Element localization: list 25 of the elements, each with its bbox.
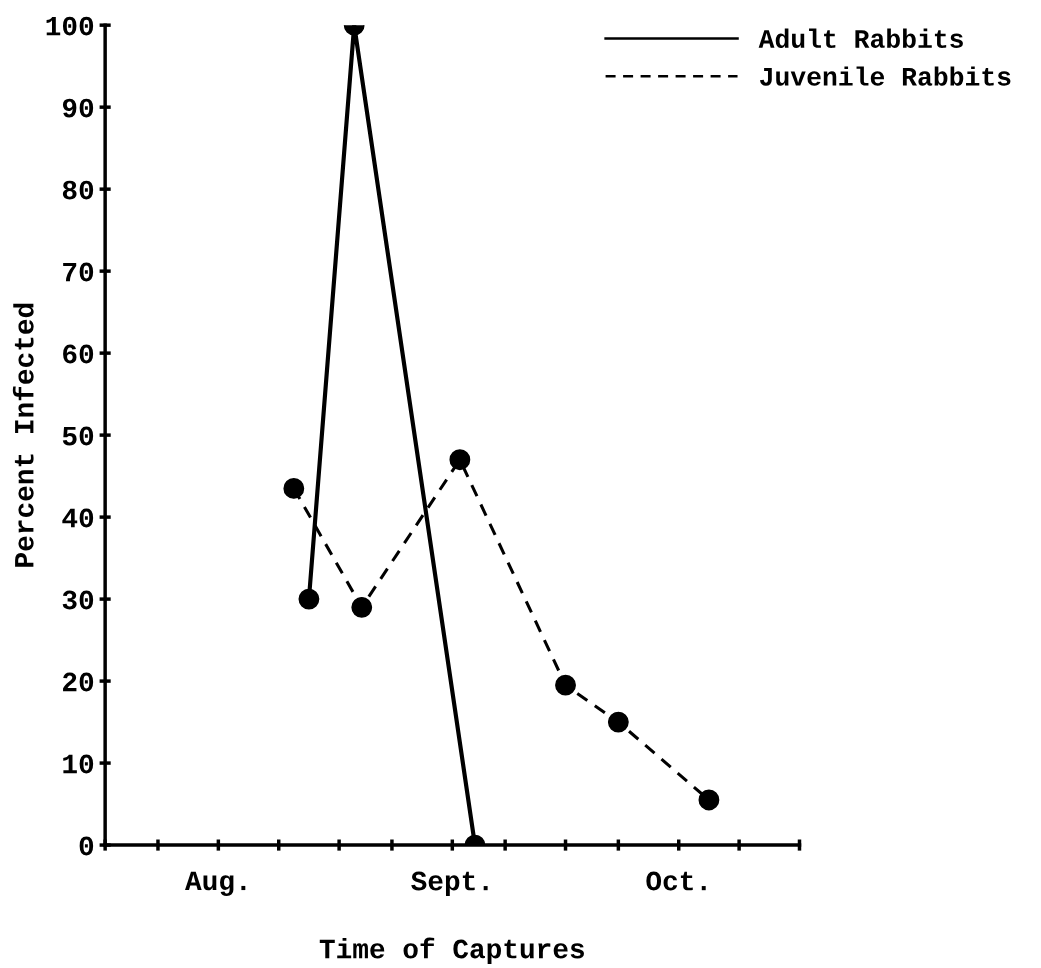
legend-label: Juvenile Rabbits xyxy=(759,66,1011,86)
point xyxy=(351,596,373,618)
point xyxy=(298,588,320,610)
x-axis-title: Time of Captures xyxy=(319,937,584,964)
y-tick-label: 30 xyxy=(62,590,94,610)
point xyxy=(555,674,576,696)
point xyxy=(283,477,305,499)
y-tick-label: 100 xyxy=(46,16,94,36)
x-tick-label: Sept. xyxy=(411,871,488,896)
y-tick-label: 60 xyxy=(63,344,94,364)
y-tick-label: 20 xyxy=(63,672,94,692)
y-axis-title: Percent Infected xyxy=(12,303,34,567)
legend-label: Adult Rabbits xyxy=(758,28,963,48)
point xyxy=(449,449,471,471)
y-tick-label: 80 xyxy=(62,180,94,200)
y-tick-label: 90 xyxy=(62,98,94,118)
x-tick-label: Oct. xyxy=(646,871,706,891)
y-tick-label: 70 xyxy=(63,262,94,282)
y-tick-label: 50 xyxy=(62,426,94,446)
point xyxy=(698,789,720,811)
y-tick-label: 40 xyxy=(62,508,94,528)
x-tick-label: Aug. xyxy=(185,871,246,896)
y-tick-label: 10 xyxy=(63,754,94,774)
y-tick-label: 0 xyxy=(79,836,94,856)
point xyxy=(607,711,629,733)
